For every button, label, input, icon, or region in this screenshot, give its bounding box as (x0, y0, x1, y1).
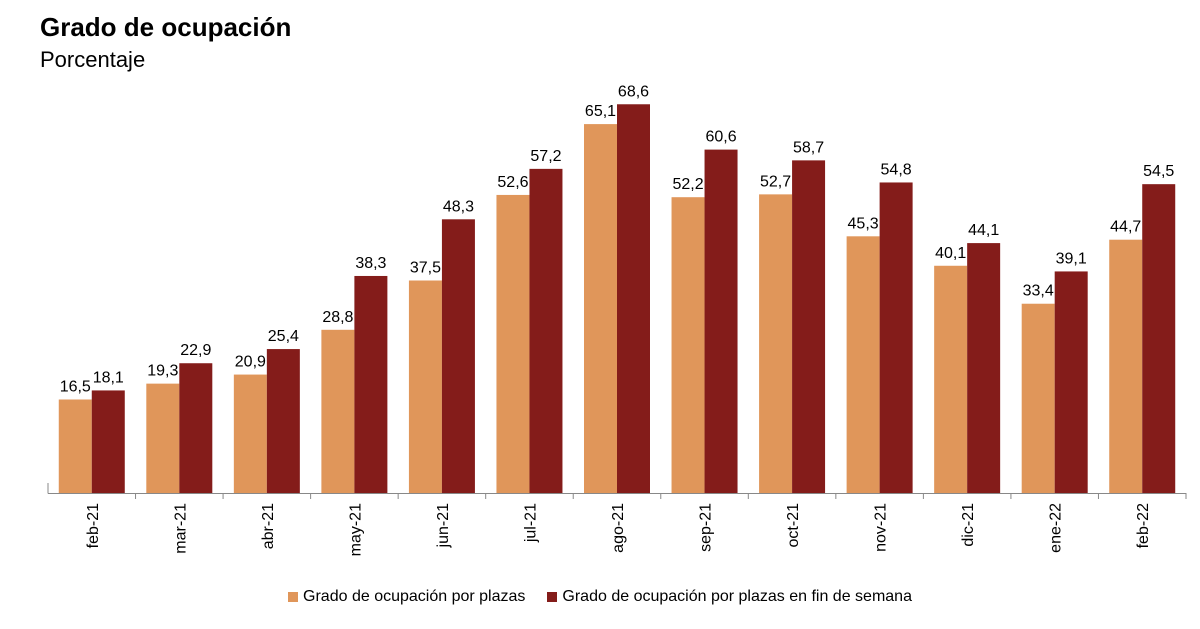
data-label-series-1-dic-21: 40,1 (935, 245, 966, 262)
data-label-series-1-oct-21: 52,7 (760, 173, 791, 190)
data-label-series-2-mar-21: 22,9 (180, 342, 211, 359)
data-label-series-2-nov-21: 54,8 (881, 161, 912, 178)
bar-series-2-may-21 (354, 275, 388, 493)
data-label-series-1-mar-21: 19,3 (147, 363, 178, 380)
bar-series-1-jul-21 (496, 194, 530, 493)
bar-series-2-ene-22 (1054, 271, 1088, 493)
chart-subtitle: Porcentaje (40, 47, 146, 72)
bar-series-1-dic-21 (934, 265, 968, 493)
bar-series-2-oct-21 (792, 160, 826, 493)
x-tick-label-dic-21: dic-21 (960, 503, 977, 547)
bar-series-1-abr-21 (233, 374, 267, 493)
data-label-series-2-ene-22: 39,1 (1056, 250, 1087, 267)
data-label-series-1-jun-21: 37,5 (410, 260, 441, 277)
chart-title: Grado de ocupación (40, 12, 292, 42)
legend-swatch-series-1 (288, 592, 299, 602)
legend-label-series-2: Grado de ocupación por plazas en fin de … (562, 588, 912, 605)
bar-series-1-ago-21 (584, 124, 617, 493)
data-label-series-1-ene-22: 33,4 (1023, 283, 1054, 300)
data-label-series-1-may-21: 28,8 (322, 309, 353, 326)
data-label-series-1-nov-21: 45,3 (848, 215, 879, 232)
x-tick-label-ene-22: ene-22 (1048, 503, 1065, 553)
bar-series-2-nov-21 (879, 182, 913, 493)
data-label-series-2-ago-21: 68,6 (618, 83, 649, 100)
bar-series-1-nov-21 (846, 236, 880, 494)
data-label-series-2-abr-21: 25,4 (268, 328, 299, 345)
bar-series-2-feb-22 (1142, 184, 1176, 493)
data-label-series-1-feb-21: 16,5 (60, 379, 91, 396)
data-label-series-2-jul-21: 57,2 (530, 148, 561, 165)
x-tick-label-feb-21: feb-21 (85, 503, 102, 548)
data-label-series-1-jul-21: 52,6 (497, 174, 528, 191)
bar-series-1-may-21 (321, 329, 355, 493)
data-label-series-2-jun-21: 48,3 (443, 198, 474, 215)
bar-series-1-sep-21 (671, 197, 705, 493)
chart-legend: Grado de ocupación por plazas Grado de o… (0, 588, 1200, 606)
bar-series-2-feb-21 (91, 390, 125, 493)
x-tick-label-ago-21: ago-21 (610, 503, 627, 553)
x-tick-label-jul-21: jul-21 (522, 503, 539, 543)
bar-series-1-feb-21 (58, 399, 92, 493)
data-label-series-1-abr-21: 20,9 (235, 354, 266, 371)
x-tick-label-jun-21: jun-21 (435, 503, 452, 549)
legend-label-series-1: Grado de ocupación por plazas (303, 588, 526, 605)
x-tick-label-may-21: may-21 (347, 503, 364, 556)
legend-item-series-2: Grado de ocupación por plazas en fin de … (547, 588, 912, 606)
bar-series-2-dic-21 (967, 243, 1001, 493)
data-label-series-1-ago-21: 65,1 (585, 103, 616, 120)
bar-series-1-jun-21 (408, 280, 442, 493)
x-tick-label-sep-21: sep-21 (698, 503, 715, 552)
legend-swatch-series-2 (547, 592, 558, 602)
x-tick-label-feb-22: feb-22 (1135, 503, 1152, 548)
bar-series-2-mar-21 (179, 363, 213, 493)
bar-series-1-feb-22 (1109, 239, 1143, 493)
bar-series-2-abr-21 (266, 349, 300, 493)
data-label-series-1-feb-22: 44,7 (1110, 219, 1141, 236)
data-label-series-2-may-21: 38,3 (355, 255, 386, 272)
bar-series-2-jul-21 (529, 168, 563, 493)
bar-series-1-ene-22 (1021, 303, 1055, 493)
data-label-series-2-sep-21: 60,6 (705, 129, 736, 146)
data-label-series-2-feb-21: 18,1 (93, 369, 124, 386)
data-label-series-1-sep-21: 52,2 (672, 176, 703, 193)
x-tick-label-mar-21: mar-21 (172, 503, 189, 554)
bar-series-2-jun-21 (441, 219, 475, 494)
data-label-series-2-feb-22: 54,5 (1143, 163, 1174, 180)
data-label-series-2-dic-21: 44,1 (968, 222, 999, 239)
data-label-series-2-oct-21: 58,7 (793, 139, 824, 156)
bar-series-1-oct-21 (759, 194, 793, 493)
legend-item-series-1: Grado de ocupación por plazas (288, 588, 525, 606)
bar-series-2-sep-21 (704, 149, 738, 493)
x-tick-label-oct-21: oct-21 (785, 503, 802, 548)
x-tick-label-abr-21: abr-21 (260, 503, 277, 549)
x-tick-label-nov-21: nov-21 (873, 503, 890, 552)
bar-series-1-mar-21 (146, 383, 180, 493)
bar-series-2-ago-21 (617, 104, 650, 494)
